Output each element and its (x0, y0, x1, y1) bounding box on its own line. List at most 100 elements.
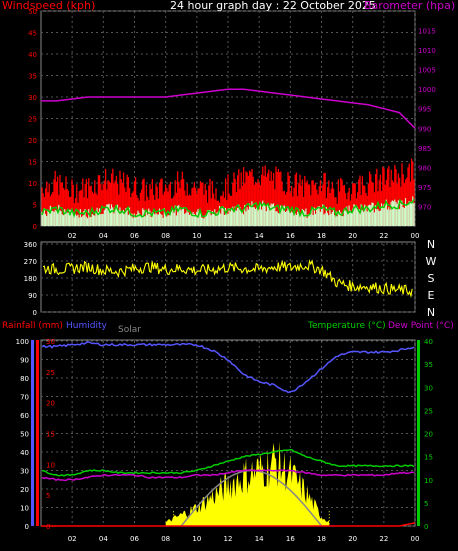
humidity-tick-label: 100 (16, 338, 29, 346)
panel3-x-tick-label: 00 (411, 535, 420, 543)
panel1-x-tick-label: 10 (192, 232, 201, 240)
barometer-tick-label: 975 (418, 184, 431, 192)
solar-area (165, 441, 330, 526)
temperature-tick-label: 25 (424, 407, 433, 415)
panel2-grid (41, 243, 416, 313)
panel3-x-tick-label: 04 (99, 535, 108, 543)
temperature-axis-bar (417, 340, 420, 526)
temperature-tick-label: 5 (424, 500, 428, 508)
windspeed-tick-label: 50 (28, 8, 37, 16)
rainfall-axis-bar (36, 340, 39, 526)
humidity-tick-label: 90 (20, 357, 29, 365)
panel2-frame (40, 241, 416, 313)
dewpoint-line (41, 468, 415, 482)
humidity-tick-labels: 0 10 20 30 40 50 60 70 80 90 100 (16, 338, 29, 531)
direction-tick-label: 270 (24, 258, 37, 266)
windspeed-axis-title: Windspeed (kph) (2, 0, 95, 12)
windspeed-tick-label: 30 (28, 94, 37, 102)
humidity-axis-title: Humidity (66, 321, 107, 331)
barometer-tick-label: 990 (418, 125, 431, 133)
temperature-tick-label: 30 (424, 384, 433, 392)
barometer-tick-label: 980 (418, 164, 431, 172)
wind-barometer-panel: Windspeed (kph) 24 hour graph day : 22 O… (2, 0, 455, 240)
panel3-x-tick-label: 10 (192, 535, 201, 543)
compass-label: W (426, 255, 437, 268)
direction-tick-label: 0 (33, 309, 37, 317)
panel3-x-tick-label: 08 (161, 535, 170, 543)
compass-label: S (428, 272, 435, 285)
panel1-x-tick-label: 16 (286, 232, 295, 240)
rainfall-tick-labels: 0 5 10 15 20 25 30 (46, 338, 55, 531)
humidity-tick-label: 60 (20, 412, 29, 420)
panel3-x-tick-label: 16 (286, 535, 295, 543)
dewpoint-axis-title: Dew Point (°C) (388, 321, 454, 331)
barometer-tick-label: 1015 (418, 28, 436, 36)
barometer-tick-label: 985 (418, 145, 431, 153)
barometer-tick-label: 995 (418, 106, 431, 114)
panel1-x-tick-label: 02 (68, 232, 77, 240)
windspeed-tick-label: 10 (28, 180, 37, 188)
humidity-tick-label: 10 (20, 505, 29, 513)
humidity-line (41, 340, 415, 394)
barometer-tick-labels: 970 975 980 985 990 995 1000 1005 1010 1015 (418, 28, 436, 212)
barometer-line (41, 88, 416, 129)
humidity-tick-label: 20 (20, 486, 29, 494)
panel3-x-tick-label: 14 (255, 535, 264, 543)
wind-direction-trace (42, 259, 413, 298)
panel3-x-tick-label: 22 (379, 535, 388, 543)
panel3-x-tick-label: 06 (130, 535, 139, 543)
humidity-axis-bar (31, 340, 34, 526)
barometer-tick-label: 1005 (418, 67, 436, 75)
barometer-tick-label: 1000 (418, 86, 436, 94)
direction-tick-labels: 0 90 180 270 360 (24, 241, 37, 317)
rainfall-tick-label: 10 (46, 461, 55, 469)
windspeed-tick-label: 40 (28, 51, 37, 59)
panel1-x-tick-label: 08 (161, 232, 170, 240)
barometer-tick-label: 1010 (418, 47, 436, 55)
temperature-tick-label: 20 (424, 431, 433, 439)
panel1-x-tick-label: 04 (99, 232, 108, 240)
temp-humidity-series (41, 340, 415, 482)
rainfall-tick-label: 20 (46, 400, 55, 408)
panel1-x-tick-label: 22 (379, 232, 388, 240)
temperature-tick-label: 15 (424, 454, 433, 462)
direction-tick-label: 180 (24, 275, 37, 283)
temp-humidity-panel: Rainfall (mm) Humidity Solar Temperature… (2, 321, 454, 543)
rainfall-tick-label: 5 (46, 492, 50, 500)
humidity-tick-label: 0 (25, 523, 29, 531)
rainfall-tick-label: 0 (46, 523, 50, 531)
panel3-x-tick-label: 12 (224, 535, 233, 543)
panel1-x-tick-label: 14 (255, 232, 264, 240)
panel1-x-tick-labels: 02 04 06 08 10 12 14 16 18 20 22 00 (68, 232, 420, 240)
temperature-tick-labels: 0 5 10 15 20 25 30 35 40 (424, 338, 433, 531)
panel1-x-tick-label: 06 (130, 232, 139, 240)
panel3-x-tick-label: 02 (68, 535, 77, 543)
temperature-tick-label: 40 (424, 338, 433, 346)
rainfall-line (41, 522, 416, 527)
rainfall-tick-label: 15 (46, 431, 55, 439)
windspeed-tick-label: 5 (33, 202, 37, 210)
windspeed-tick-label: 25 (28, 116, 37, 124)
panel1-x-tick-label: 20 (348, 232, 357, 240)
panel1-x-tick-label: 12 (224, 232, 233, 240)
wind-series (41, 158, 415, 226)
temperature-tick-label: 35 (424, 361, 433, 369)
windspeed-tick-label: 35 (28, 73, 37, 81)
humidity-tick-label: 40 (20, 449, 29, 457)
panel3-grid (41, 340, 416, 527)
windspeed-tick-label: 0 (33, 223, 37, 231)
solar-axis-title: Solar (118, 325, 141, 335)
windspeed-tick-label: 45 (28, 30, 37, 38)
temperature-axis-title: Temperature (°C) (307, 321, 386, 331)
humidity-tick-label: 30 (20, 468, 29, 476)
windspeed-tick-label: 20 (28, 137, 37, 145)
panel3-x-tick-label: 20 (348, 535, 357, 543)
rainfall-tick-label: 25 (46, 369, 55, 377)
humidity-tick-label: 70 (20, 394, 29, 402)
barometer-axis-title: Barometer (hpa) (364, 0, 455, 12)
barometer-series (41, 88, 416, 129)
humidity-tick-label: 80 (20, 375, 29, 383)
